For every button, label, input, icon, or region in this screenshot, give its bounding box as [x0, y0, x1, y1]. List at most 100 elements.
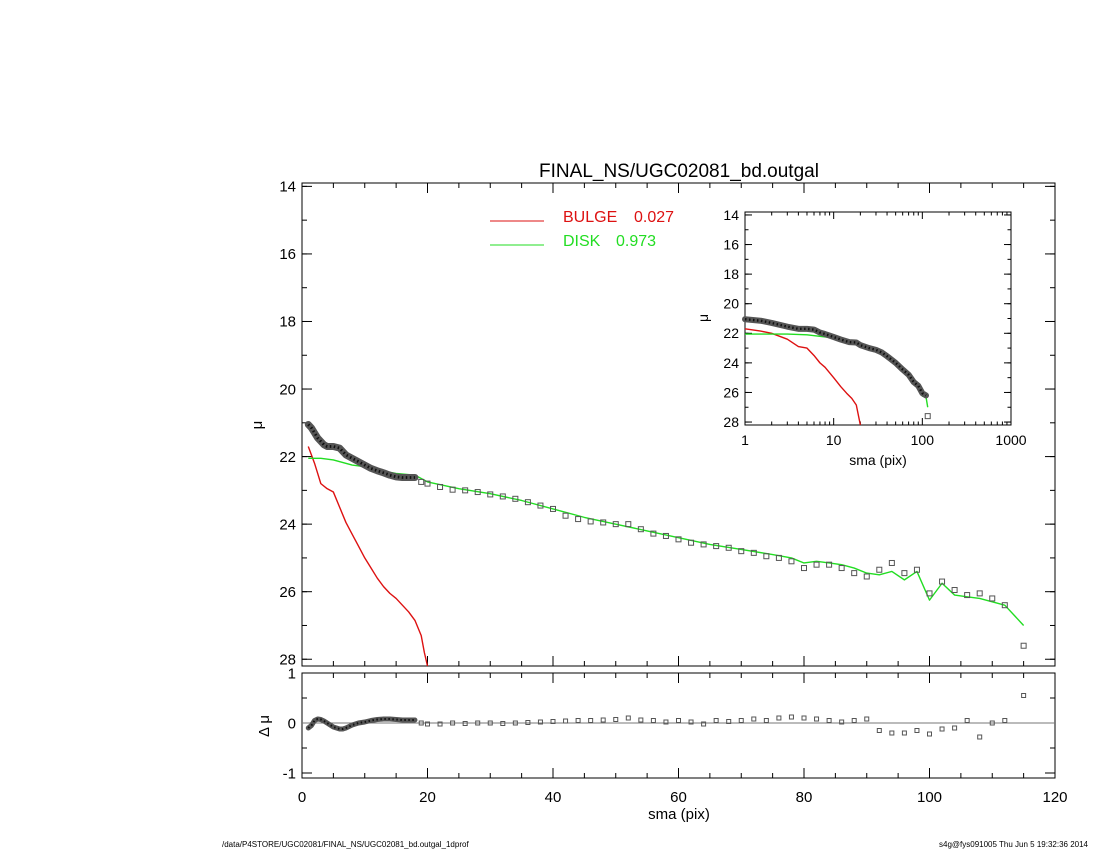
residual-plot-frame [301, 672, 1056, 779]
data-1-point [437, 721, 443, 727]
data-3-point [989, 595, 996, 602]
data-3-point [537, 502, 544, 509]
data-1-point [537, 719, 543, 725]
data-1-point [625, 715, 631, 721]
y-tick-label: 28 [279, 651, 296, 668]
data-1-point [738, 718, 744, 723]
data-1-point [826, 718, 832, 723]
data-1-point [839, 719, 845, 725]
data-1-point [889, 730, 895, 736]
y-tick-label: 24 [723, 355, 739, 371]
data-3-point [876, 566, 883, 573]
legend: BULGE 0.027 DISK 0.973 [490, 209, 674, 250]
inset-x-axis-label: sma (pix) [849, 452, 907, 468]
data-3-point [449, 486, 456, 493]
y-tick-label: 14 [279, 179, 296, 196]
x-tick-label: 20 [419, 789, 436, 806]
inset-axis-ticks: 1 10 100 1000 14 16 18 20 22 24 26 28 [723, 207, 1026, 448]
data-3-point [763, 553, 770, 560]
y-tick-label: 18 [279, 314, 296, 331]
data-1-point [500, 721, 506, 726]
data-3-point [418, 478, 425, 485]
footer-file-path: /data/P4STORE/UGC02081/FINAL_NS/UGC02081… [222, 840, 469, 849]
data-3-point [474, 489, 481, 496]
data-3-point [424, 480, 431, 487]
data-3-point [437, 483, 444, 490]
y-tick-label: 0 [288, 715, 296, 732]
x-tick-label: 10 [826, 432, 842, 448]
data-1-point [575, 718, 581, 723]
data-1-point [487, 720, 493, 726]
y-tick-label: 22 [279, 449, 296, 466]
data-3-point [775, 554, 782, 561]
data-3-point [801, 565, 807, 572]
data-3-point [725, 544, 732, 551]
data-1-point [638, 717, 644, 723]
data-1-point [588, 718, 594, 723]
y-tick-label: 1 [288, 665, 296, 682]
data-1-point [563, 718, 569, 724]
data-3-point [487, 491, 494, 498]
bulge-line [307, 446, 429, 667]
y-tick-label: 16 [279, 246, 296, 263]
data-1-point [1002, 718, 1008, 723]
x-tick-label: 80 [796, 789, 813, 806]
chart-title: FINAL_NS/UGC02081_bd.outgal [539, 161, 819, 182]
data-1-point [814, 716, 820, 722]
data-1-point [788, 714, 794, 720]
data-3-point [700, 541, 707, 548]
data-1-point [964, 718, 970, 723]
data-1-point [901, 730, 907, 736]
data-3-point [713, 543, 720, 550]
data-3-point [637, 526, 644, 533]
data-3-point [1020, 642, 1027, 649]
data-3-point [788, 558, 795, 565]
footer-timestamp: s4g@fys091005 Thu Jun 5 19:32:36 2014 [939, 840, 1088, 849]
y-tick-label: 26 [279, 584, 296, 601]
data-1-point [776, 715, 782, 721]
y-tick-label: 16 [723, 236, 739, 252]
legend-bulge-label: BULGE [563, 209, 617, 226]
data-3-point [738, 548, 745, 555]
inset-y-axis-label: μ [695, 314, 711, 322]
data-3-point [625, 521, 632, 528]
data-3-point [750, 549, 757, 556]
legend-disk-value: 0.973 [616, 233, 656, 250]
data-3-point [924, 413, 931, 420]
data-3-point [813, 561, 820, 568]
data-1-point [475, 720, 481, 726]
data-2-markers [307, 423, 415, 479]
data-3-point [926, 590, 933, 597]
data-1-point [425, 721, 430, 727]
x-tick-label: 60 [670, 789, 687, 806]
data-1-point [450, 720, 456, 726]
y-tick-label: 22 [723, 325, 739, 341]
data-0-markers [307, 717, 415, 730]
data-1-point [550, 719, 556, 724]
y-tick-label: 18 [723, 266, 739, 282]
data-2-markers [744, 318, 927, 397]
data-1-point [763, 718, 769, 723]
y-tick-label: 20 [723, 296, 739, 312]
data-3-point [1001, 602, 1008, 609]
data-1-point [927, 731, 932, 737]
data-3-point [675, 536, 682, 543]
data-3-point [964, 592, 971, 599]
y-tick-label: 28 [723, 414, 739, 430]
data-2-line [742, 316, 930, 399]
data-3-point [863, 573, 870, 580]
data-3-point [462, 487, 469, 494]
data-3-point [662, 532, 669, 539]
legend-bulge-value: 0.027 [634, 209, 674, 226]
y-tick-label: -1 [283, 765, 296, 782]
x-tick-label: 40 [545, 789, 562, 806]
data-3-point [600, 519, 607, 526]
data-1-point [864, 716, 870, 722]
inset-series-layer [742, 316, 931, 426]
data-1-point [876, 728, 882, 733]
x-tick-label: 120 [1042, 789, 1067, 806]
residual-y-axis-label: Δ μ [256, 715, 273, 737]
y-tick-label: 14 [723, 207, 739, 223]
data-2-line [304, 421, 419, 482]
